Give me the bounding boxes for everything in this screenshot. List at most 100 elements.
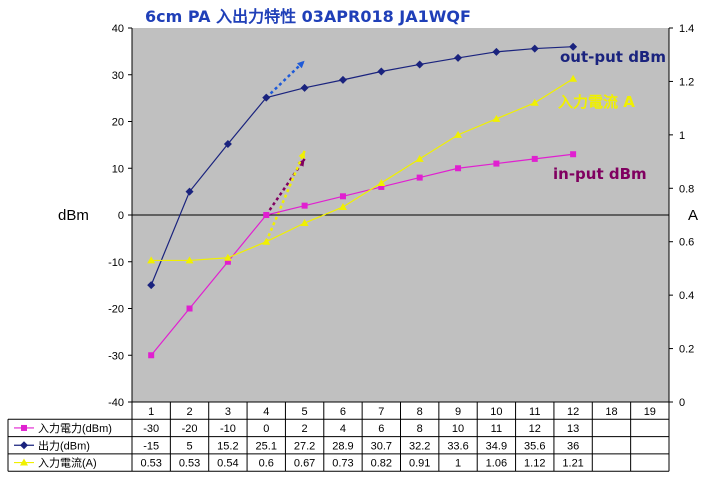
data-label: 32.2 [409,440,430,452]
x-tick-label: 12 [567,406,579,418]
y-tick-left: -40 [108,397,124,409]
y-axis-right-label: A [688,207,698,224]
y-tick-left: 20 [112,117,124,129]
extrapolation-line [265,59,306,99]
x-tick-label: 8 [417,406,423,418]
legend-marker [21,424,27,431]
data-label: 27.2 [294,440,315,452]
data-point [492,47,501,56]
legend-label: 入力電力(dBm) [38,422,112,435]
data-point [338,202,347,210]
data-label: 0.91 [409,458,430,470]
data-label: 10 [452,423,464,435]
x-tick-label: 11 [529,406,540,418]
axes: 40 30 20 10 0 -10 -20 -30 -40 1.4 1.2 1 0.8 0.6 0.4 0.2… [108,23,694,409]
annotation-input: in-put dBm [553,165,647,183]
extrapolation-arrowhead [298,150,306,159]
data-label: 35.6 [524,440,545,452]
y-tick-left: 10 [112,163,124,175]
data-label: -10 [220,423,236,435]
data-point [147,256,156,264]
data-point [262,93,271,102]
chart-title: 6cm PA 入出力特性 03APR018 JA1WQF [145,7,471,26]
y-tick-left: -10 [108,257,124,269]
series-line [150,46,574,286]
data-point [301,202,308,209]
data-label: -20 [182,423,198,435]
data-label: 11 [491,423,502,435]
y-tick-right: 0 [679,397,685,409]
y-tick-right: 1 [679,130,685,142]
data-label: 34.9 [486,440,507,452]
data-label: 4 [340,423,346,435]
data-label: 0.54 [217,458,238,470]
data-point [454,130,463,138]
data-label: -30 [143,423,159,435]
data-label: 8 [417,423,423,435]
data-point [455,165,462,172]
y-axis-left-label: dBm [58,207,89,224]
data-label: 36 [567,440,579,452]
data-point [186,305,193,312]
annotation-output: out-put dBm [560,48,666,66]
data-point [223,253,232,261]
data-point [338,75,347,84]
data-point [378,183,385,190]
data-label: 2 [302,423,308,435]
x-tick-label: 6 [340,406,346,418]
data-point [263,212,270,218]
legend-label: 出力(dBm) [38,438,90,452]
data-point [492,114,501,122]
y-tick-right: 0.4 [679,290,694,302]
data-point [570,151,577,158]
data-label: 15.2 [217,440,238,452]
x-tick-label: 2 [186,406,192,418]
x-tick-label: 10 [490,406,502,418]
data-label: 0.53 [140,458,161,470]
y-tick-right: 0.8 [679,183,694,195]
data-point [415,60,424,69]
y-tick-right: 0.2 [679,344,694,356]
x-tick-label: 19 [644,406,656,418]
data-point [339,193,346,200]
data-label: 0 [263,423,269,435]
x-tick-label: 1 [148,406,154,418]
series-line [151,78,574,262]
x-tick-label: 4 [263,406,269,418]
y-tick-right: 1.2 [679,76,694,88]
data-point [493,160,500,167]
data-point [300,83,309,92]
data-label: 28.9 [332,440,353,452]
data-point [416,174,423,181]
data-point [185,187,194,196]
data-label: 25.1 [256,440,277,452]
data-point [185,256,194,264]
extrapolation-arrowhead [297,60,305,69]
data-label: 1 [455,458,461,470]
data-label: 6 [378,423,384,435]
series-group [147,42,578,359]
y-tick-left: -20 [108,304,124,316]
legend-marker [20,441,28,450]
y-tick-left: 40 [112,23,124,35]
x-tick-label: 5 [302,406,308,418]
data-point [262,237,271,245]
data-label: 0.67 [294,458,315,470]
data-label: 13 [567,423,579,435]
data-point [530,98,539,106]
extrapolation-arrowhead [297,158,305,167]
data-label: 1.21 [562,458,583,470]
data-point [454,53,463,62]
data-point [223,139,232,148]
x-tick-label: 7 [378,406,384,418]
data-point [377,67,386,76]
data-point [569,42,578,51]
series-line [150,153,574,356]
data-label: -15 [143,440,159,452]
data-label: 1.06 [486,458,507,470]
data-point [530,44,539,53]
legend-marker [20,458,28,466]
data-label: 0.82 [371,458,392,470]
